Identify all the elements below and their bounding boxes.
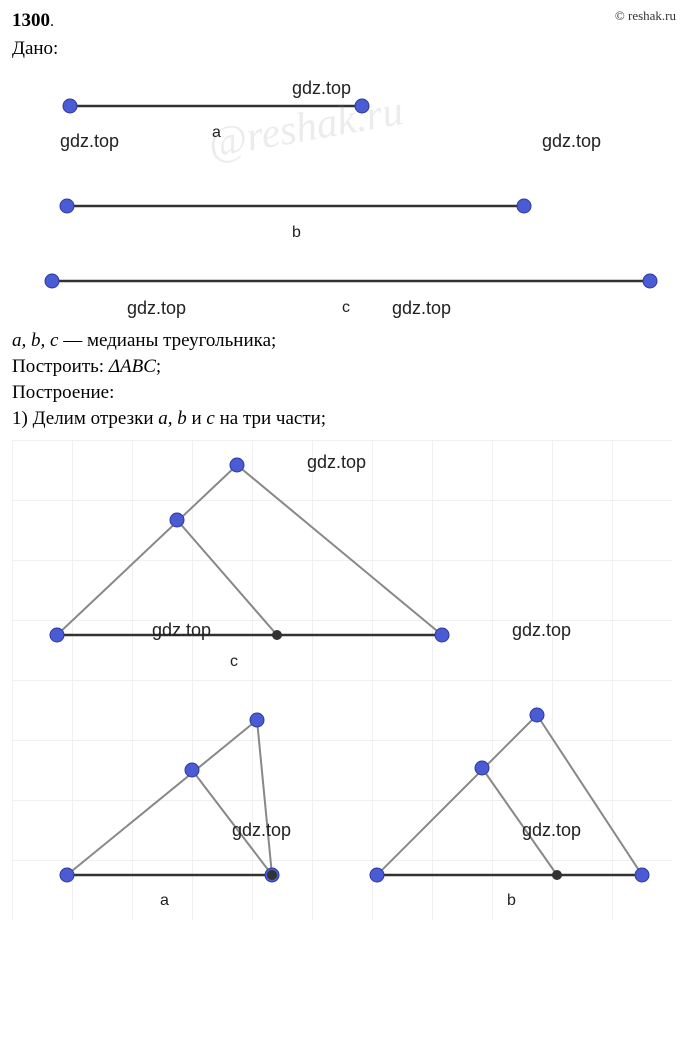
segment-label-b: b bbox=[292, 224, 301, 242]
segment-label-a: a bbox=[212, 124, 221, 142]
var-c: c bbox=[206, 408, 214, 429]
given-label: Дано: bbox=[12, 38, 676, 60]
step-rest: на три части; bbox=[215, 408, 326, 429]
problem-number: 1300 bbox=[12, 10, 50, 31]
construct-statement: Построить: ΔABC; bbox=[12, 356, 676, 378]
triangle-label-b: b bbox=[507, 892, 516, 910]
and-word: и bbox=[187, 408, 207, 429]
step-1: 1) Делим отрезки a, b и c на три части; bbox=[12, 408, 676, 430]
problem-number-dot: . bbox=[50, 13, 54, 30]
step-text1: Делим отрезки bbox=[33, 408, 159, 429]
construction-label: Построение: bbox=[12, 382, 676, 404]
gdz-watermark: gdz.top bbox=[127, 298, 186, 319]
gdz-watermark: gdz.top bbox=[232, 820, 291, 841]
semicolon: ; bbox=[156, 356, 161, 377]
gdz-watermark: gdz.top bbox=[292, 78, 351, 99]
gdz-watermark: gdz.top bbox=[522, 820, 581, 841]
gdz-watermark: gdz.top bbox=[60, 131, 119, 152]
triangle-label-c: c bbox=[230, 653, 238, 671]
triangles-diagram: gdz.top gdz.top gdz.top gdz.top gdz.top c a b bbox=[12, 440, 672, 920]
triangle-abc: ΔABC bbox=[109, 356, 156, 377]
construct-label: Построить: bbox=[12, 356, 109, 377]
medians-statement: a, b, c — медианы треугольника; bbox=[12, 330, 676, 352]
segments-diagram: @reshak.ru gdz.topgdz.topgdz.topgdz.topg… bbox=[12, 66, 672, 326]
gdz-watermark: gdz.top bbox=[152, 620, 211, 641]
step-num: 1) bbox=[12, 408, 33, 429]
gdz-watermark: gdz.top bbox=[392, 298, 451, 319]
medians-text: — медианы треугольника; bbox=[58, 330, 276, 351]
vars-abc: a, b, c bbox=[12, 330, 58, 351]
segment-label-c: c bbox=[342, 299, 350, 317]
gdz-watermark: gdz.top bbox=[512, 620, 571, 641]
vars-ab: a, b bbox=[158, 408, 187, 429]
copyright: © reshak.ru bbox=[615, 8, 676, 24]
gdz-watermark: gdz.top bbox=[307, 452, 366, 473]
triangle-label-a: a bbox=[160, 892, 169, 910]
gdz-watermark: gdz.top bbox=[542, 131, 601, 152]
